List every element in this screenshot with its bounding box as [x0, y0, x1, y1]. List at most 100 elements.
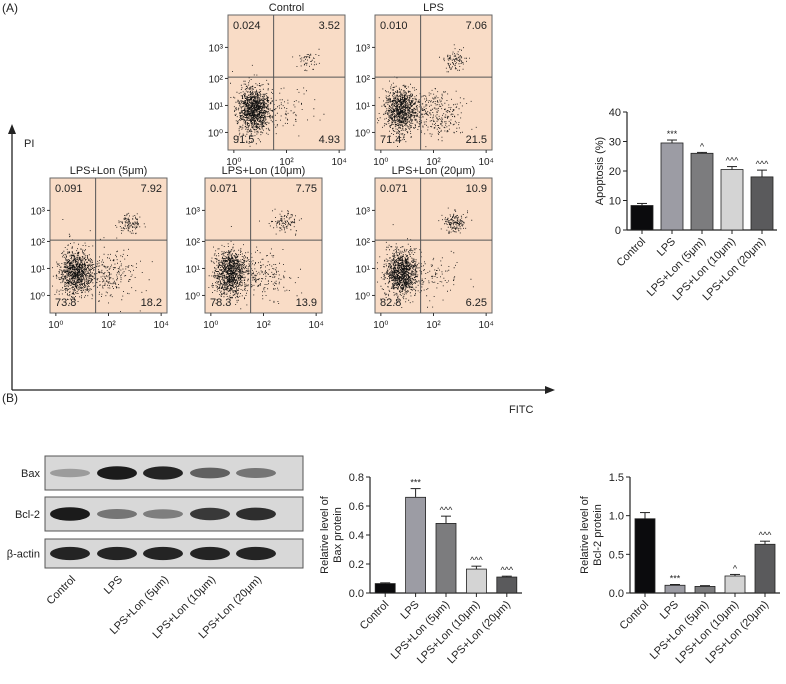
- significance-label: ***: [670, 573, 681, 583]
- bar: [634, 518, 656, 594]
- y-tick-label: 10³: [31, 206, 46, 217]
- y-tick-label: 10²: [356, 237, 371, 248]
- y-tick-label: 0.8: [349, 472, 364, 484]
- bar: [750, 176, 774, 231]
- y-tick-label: 10¹: [356, 264, 371, 275]
- y-tick-label: 10¹: [31, 264, 46, 275]
- y-tick-label: 1.0: [609, 511, 624, 523]
- population-dots-ul: [230, 226, 232, 227]
- flow-plot-title: LPS+Lon (5μm): [70, 165, 148, 177]
- quadrant-lr-value: 6.25: [466, 297, 487, 309]
- y-tick-label: 10²: [186, 237, 201, 248]
- population-dots-ur: [259, 208, 302, 236]
- y-tick-label: 10¹: [186, 264, 201, 275]
- y-tick-label: 10³: [209, 43, 224, 54]
- bar-chart: 0.0 0.2 0.4 0.6 0.8 Relative level of Bax prot…: [319, 472, 522, 666]
- flow-plot: Control 0.024 3.52 91.5 4.93 10⁰ 10¹ 10² 10³ 10⁰ 1…: [208, 2, 347, 168]
- significance-label: ^: [700, 141, 705, 151]
- blot-lane-label: Control: [45, 574, 79, 608]
- flow-plot: LPS+Lon (5μm) 0.091 7.92 73.8 18.2 10⁰ 10¹ 10² 1…: [30, 165, 169, 331]
- y-tick-label: 10²: [31, 237, 46, 248]
- y-tick-label: 10: [609, 196, 621, 208]
- x-tick-label: Control: [615, 236, 649, 270]
- bar: [630, 205, 654, 231]
- blot-band: [97, 509, 137, 519]
- significance-label: ^: [733, 563, 738, 573]
- bar: [465, 568, 487, 594]
- blot-band: [143, 546, 183, 561]
- pi-axis-label: PI: [24, 138, 34, 150]
- flow-plot-title: LPS+Lon (20μm): [392, 165, 476, 177]
- flow-cytometry-plots: Control 0.024 3.52 91.5 4.93 10⁰ 10¹ 10² 10³ 10⁰ 1…: [30, 2, 494, 331]
- flow-plot: LPS+Lon (10μm) 0.071 7.75 78.3 13.9 10⁰ 10¹ 10²…: [185, 165, 324, 331]
- x-tick-label: 10⁴: [153, 320, 168, 331]
- significance-label: ^^^: [470, 555, 483, 565]
- blot-band: [50, 468, 90, 478]
- flow-plot-area: [49, 177, 168, 314]
- population-dots-ll: [377, 238, 429, 308]
- y-tick-label: 10¹: [209, 101, 224, 112]
- quadrant-ur-value: 7.75: [296, 183, 317, 195]
- y-tick-label: 10⁰: [355, 128, 370, 139]
- quadrant-lr-value: 18.2: [141, 297, 162, 309]
- bar: [724, 575, 746, 594]
- bar: [690, 152, 714, 231]
- significance-label: ***: [667, 129, 678, 139]
- x-tick-label: 10²: [256, 320, 271, 331]
- fitc-axis-label: FITC: [509, 404, 533, 416]
- blot-row-label: β-actin: [7, 549, 40, 561]
- y-tick-label: 0.4: [349, 530, 364, 542]
- flow-plot-area: [204, 177, 323, 314]
- y-axis-label: Relative level of: [319, 495, 331, 574]
- y-axis-label: Apoptosis (%): [594, 137, 606, 205]
- bar: [720, 169, 744, 231]
- flow-plot: LPS+Lon (20μm) 0.071 10.9 82.8 6.25 10⁰ 10¹ 10²…: [355, 165, 494, 331]
- population-dots-ur: [115, 212, 146, 235]
- bar: [754, 543, 776, 594]
- quadrant-ul-value: 0.010: [380, 20, 408, 32]
- blot-band: [236, 468, 276, 478]
- x-tick-label: Control: [618, 599, 652, 633]
- flow-plot-area: [374, 177, 493, 314]
- blot-band: [190, 467, 230, 479]
- quadrant-ll-value: 91.5: [233, 134, 254, 146]
- bar-chart: 0.0 0.5 1.0 1.5 Relative level of Bcl-2 prote…: [579, 472, 780, 666]
- population-dots-ul: [392, 224, 394, 226]
- blot-band: [143, 466, 183, 480]
- y-tick-label: 10³: [356, 43, 371, 54]
- y-tick-label: 10⁰: [355, 291, 370, 302]
- x-tick-label: 10²: [279, 157, 294, 168]
- population-dots-ul: [62, 219, 64, 220]
- bar: [374, 583, 396, 594]
- quadrant-lr-value: 21.5: [466, 134, 487, 146]
- y-tick-label: 10⁰: [208, 128, 223, 139]
- blot-band: [236, 507, 276, 521]
- population-dots-lr: [72, 237, 153, 312]
- x-tick-label: 10²: [101, 320, 116, 331]
- y-tick-label: 1.5: [609, 472, 624, 484]
- blot-band: [190, 546, 230, 561]
- blot-row: β-actin: [7, 538, 304, 569]
- x-tick-label: 10⁰: [373, 157, 388, 168]
- bar: [496, 576, 518, 594]
- bar: [405, 496, 427, 594]
- y-tick-label: 30: [609, 137, 621, 149]
- quadrant-ur-value: 7.92: [141, 183, 162, 195]
- y-axis-label: Relative level of: [579, 495, 591, 574]
- significance-label: ^^^: [759, 530, 772, 540]
- population-dots-ll: [230, 64, 286, 147]
- quadrant-ur-value: 3.52: [319, 20, 340, 32]
- x-tick-label: 10²: [426, 157, 441, 168]
- y-tick-label: 0.2: [349, 559, 364, 571]
- quadrant-ll-value: 82.8: [380, 297, 401, 309]
- x-tick-label: 10⁰: [373, 320, 388, 331]
- blot-lane-label: LPS: [102, 574, 125, 597]
- y-tick-label: 0.5: [609, 549, 624, 561]
- flow-plot-title: LPS: [423, 2, 444, 14]
- y-tick-label: 40: [609, 107, 621, 119]
- population-dots-ll: [377, 76, 426, 147]
- bar: [660, 142, 684, 231]
- x-tick-label: 10⁴: [308, 320, 323, 331]
